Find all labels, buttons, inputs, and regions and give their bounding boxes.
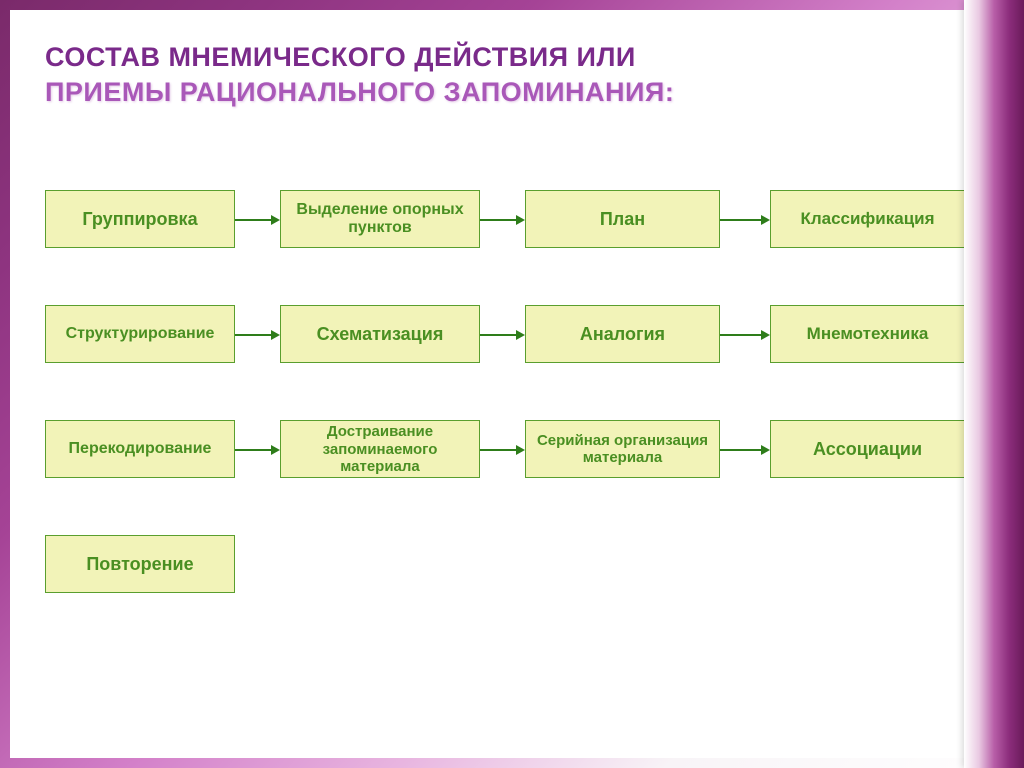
node-n4: Классификация [770,190,965,248]
slide-title: СОСТАВ МНЕМИЧЕСКОГО ДЕЙСТВИЯ ИЛИ ПРИЕМЫ … [45,40,1014,110]
arrow-5 [720,329,770,341]
node-n2: Выделение опорных пунктов [280,190,480,248]
diagram-container: Группировка Выделение опорных пунктов План… [45,190,1005,690]
title-line1: СОСТАВ МНЕМИЧЕСКОГО ДЕЙСТВИЯ ИЛИ [45,42,636,72]
arrow-1 [480,214,525,226]
arrow-2 [720,214,770,226]
node-n7: Аналогия [525,305,720,363]
arrow-7 [480,444,525,456]
node-n1: Группировка [45,190,235,248]
arrow-4 [480,329,525,341]
arrow-0 [235,214,280,226]
node-n8: Мнемотехника [770,305,965,363]
node-n11: Серийная организация материала [525,420,720,478]
title-line2: ПРИЕМЫ РАЦИОНАЛЬНОГО ЗАПОМИНАНИЯ: [45,77,674,107]
node-n12: Ассоциации [770,420,965,478]
node-n13: Повторение [45,535,235,593]
arrow-3 [235,329,280,341]
node-n3: План [525,190,720,248]
arrow-8 [720,444,770,456]
right-gradient-band [964,0,1024,768]
node-n5: Структурирование [45,305,235,363]
arrow-6 [235,444,280,456]
node-n6: Схематизация [280,305,480,363]
node-n10: Достраивание запоминаемого материала [280,420,480,478]
node-n9: Перекодирование [45,420,235,478]
